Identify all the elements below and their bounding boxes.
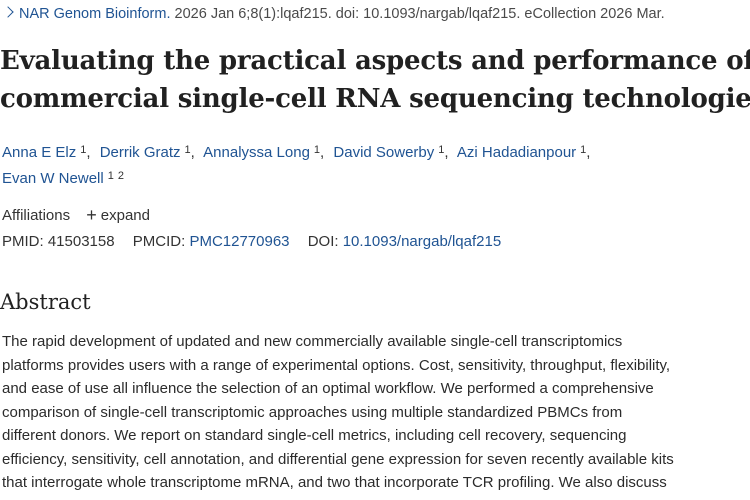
pmid-value: 41503158 [47,233,115,250]
abstract-line: The rapid development of updated and new… [2,333,623,350]
abstract-line: different donors. We report on standard … [2,427,627,444]
author-separator: , [444,144,449,161]
article-title-line-2: commercial single-cell RNA sequencing te… [0,84,750,114]
author-link[interactable]: Annalyssa Long [203,144,310,161]
article-title: Evaluating the practical aspects and per… [0,42,750,118]
article-title-line-1: Evaluating the practical aspects and per… [0,46,750,76]
expand-label: expand [100,207,150,224]
author-separator: , [86,144,91,161]
author-link[interactable]: David Sowerby [333,144,435,161]
abstract-line: that interrogate whole transcriptome mRN… [2,474,667,491]
author-separator: , [320,144,325,161]
pmcid-link[interactable]: PMC12770963 [189,233,290,250]
author-item: David Sowerby 1, [333,144,453,161]
identifiers-row: PMID: 41503158 PMCID: PMC12770963 DOI: 1… [2,232,501,252]
citation-line: NAR Genom Bioinform. 2026 Jan 6;8(1):lqa… [2,4,665,24]
author-link[interactable]: Anna E Elz [2,144,77,161]
expand-affiliations-button[interactable]: + expand [86,205,150,225]
affiliation-ref[interactable]: 1 [80,144,87,156]
plus-icon: + [86,205,97,225]
author-separator: , [586,144,591,161]
author-list: Anna E Elz 1, Derrik Gratz 1, Annalyssa Lo… [2,140,742,192]
abstract-heading: Abstract [0,290,91,314]
pmid-label: PMID: [2,233,44,250]
author-item: Evan W Newell 1 2 [2,170,124,187]
affiliation-ref[interactable]: 1 [580,144,587,156]
affiliation-ref[interactable]: 1 [438,144,445,156]
affiliations-row: Affiliations + expand [2,204,150,226]
author-row-2: Evan W Newell 1 2 [2,166,742,192]
affiliations-label: Affiliations [2,207,71,224]
affiliation-ref[interactable]: 1 [184,144,191,156]
author-item: Anna E Elz 1, [2,144,96,161]
abstract-text: The rapid development of updated and new… [2,330,750,495]
author-item: Derrik Gratz 1, [100,144,200,161]
author-link[interactable]: Azi Hadadianpour [456,144,577,161]
journal-link[interactable]: NAR Genom Bioinform. [19,6,171,22]
pmcid-label: PMCID: [132,233,186,250]
chevron-right-icon[interactable] [2,6,14,18]
affiliation-ref[interactable]: 2 [117,170,124,182]
abstract-line: and ease of use all influence the select… [2,380,654,397]
abstract-line: efficiency, sensitivity, cell annotation… [2,450,674,468]
author-item: Annalyssa Long 1, [203,144,329,161]
citation-details: 2026 Jan 6;8(1):lqaf215. doi: 10.1093/na… [174,6,665,22]
doi-label: DOI: [307,233,339,250]
author-separator: , [190,144,195,161]
author-link[interactable]: Evan W Newell [2,170,104,187]
author-row-1: Anna E Elz 1, Derrik Gratz 1, Annalyssa Lo… [2,140,742,166]
author-link[interactable]: Derrik Gratz [99,144,181,161]
affiliation-ref[interactable]: 1 [313,144,321,156]
doi-link[interactable]: 10.1093/nargab/lqaf215 [342,233,502,250]
abstract-line: platforms provides users with a range of… [2,356,671,374]
affiliation-ref[interactable]: 1 [107,170,114,182]
abstract-line: comparison of single-cell transcriptomic… [2,403,623,421]
author-item: Azi Hadadianpour 1, [457,144,596,161]
